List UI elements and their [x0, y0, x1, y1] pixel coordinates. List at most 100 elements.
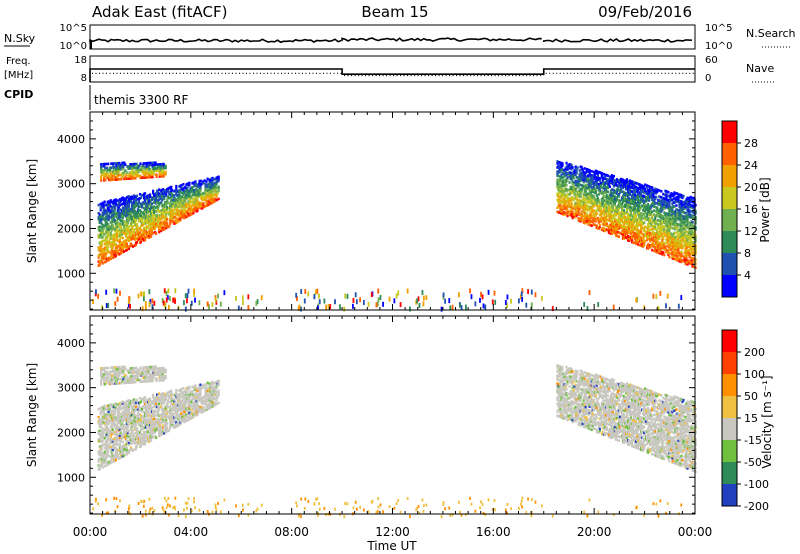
power-cell: [186, 202, 189, 206]
power-cell: [626, 224, 630, 228]
power-speck: [442, 292, 445, 298]
velocity-cell: [119, 439, 122, 443]
power-cell: [584, 201, 587, 205]
power-cell: [128, 232, 132, 236]
power-cell: [148, 173, 151, 177]
power-cell: [662, 241, 665, 244]
power-cell: [133, 221, 137, 225]
power-speck: [141, 306, 144, 312]
power-cell: [654, 215, 657, 219]
velocity-cell: [98, 465, 101, 469]
power-speck: [142, 291, 145, 297]
power-cell: [619, 220, 623, 223]
power-cell: [579, 179, 582, 183]
power-cell: [566, 196, 569, 200]
power-cell: [583, 167, 586, 170]
power-cell: [171, 193, 174, 196]
power-speck: [334, 299, 336, 305]
power-cell: [121, 216, 124, 220]
power-cell: [198, 182, 201, 185]
power-cell: [613, 211, 617, 215]
power-cell: [155, 175, 158, 179]
power-cell: [600, 228, 603, 232]
power-cell: [676, 224, 679, 228]
power-cell: [594, 209, 597, 213]
power-cell: [124, 208, 127, 212]
power-cell: [215, 186, 218, 190]
power-cell: [660, 218, 663, 221]
power-speck: [174, 288, 177, 294]
power-cell: [657, 214, 660, 218]
power-cell: [125, 246, 128, 250]
power-cell: [145, 219, 149, 222]
power-cell: [141, 223, 145, 227]
power-cell: [211, 194, 214, 198]
velocity-cell: [107, 460, 110, 464]
power-cell: [621, 178, 625, 182]
power-cell: [165, 216, 168, 220]
power-cell: [169, 218, 172, 222]
power-speck: [143, 291, 146, 297]
power-cell: [585, 180, 588, 183]
power-cell: [134, 170, 137, 174]
power-cell: [113, 221, 116, 224]
power-cell: [573, 171, 576, 174]
power-cell: [605, 194, 608, 197]
power-cell: [100, 242, 103, 246]
power-cell: [105, 229, 108, 233]
power-cell: [668, 221, 671, 225]
power-cell: [559, 189, 562, 193]
power-cell: [134, 201, 138, 204]
power-cell: [107, 208, 110, 211]
power-cell: [615, 184, 619, 187]
power-cell: [556, 166, 559, 169]
velocity-cell: [115, 440, 118, 443]
velocity-cell: [105, 461, 108, 465]
power-cell: [669, 195, 672, 199]
power-cell: [578, 169, 581, 172]
power-cell: [690, 224, 693, 227]
velocity-cell: [107, 444, 110, 448]
power-cell: [612, 174, 616, 178]
power-cell: [192, 199, 195, 203]
velocity-cell: [119, 455, 122, 459]
power-cell: [633, 225, 637, 229]
power-cell: [628, 215, 632, 219]
power-cell: [644, 229, 647, 233]
power-cell: [122, 167, 125, 171]
velocity-cell: [120, 423, 123, 426]
power-speck: [352, 297, 355, 303]
power-speck: [635, 297, 638, 303]
power-cell: [681, 232, 684, 236]
power-cell: [133, 209, 137, 213]
power-cell: [112, 172, 115, 175]
power-speck: [480, 291, 482, 297]
power-cell: [154, 226, 157, 230]
power-cell: [203, 191, 206, 195]
power-cell: [649, 217, 652, 221]
power-cell: [630, 202, 634, 205]
power-cell: [100, 222, 103, 225]
velocity-cell: [107, 412, 110, 415]
power-cell: [118, 208, 121, 211]
power-cell: [170, 191, 173, 195]
y-tick-label: 2000: [57, 222, 85, 235]
power-cell: [563, 207, 566, 210]
power-cell: [671, 212, 674, 216]
power-cell: [656, 248, 659, 252]
power-cell: [659, 248, 662, 251]
power-cell: [618, 221, 622, 225]
power-cell: [582, 170, 585, 174]
power-cell: [134, 227, 138, 231]
power-cell: [632, 181, 636, 184]
power-cell: [661, 246, 664, 250]
power-cell: [577, 184, 580, 188]
power-cell: [637, 239, 640, 242]
power-cell: [608, 177, 611, 180]
power-cell: [639, 201, 642, 205]
power-cell: [668, 255, 671, 259]
power-cell: [180, 198, 183, 201]
power-speck: [346, 293, 349, 299]
velocity-cell: [118, 444, 121, 448]
power-cell: [127, 209, 131, 212]
